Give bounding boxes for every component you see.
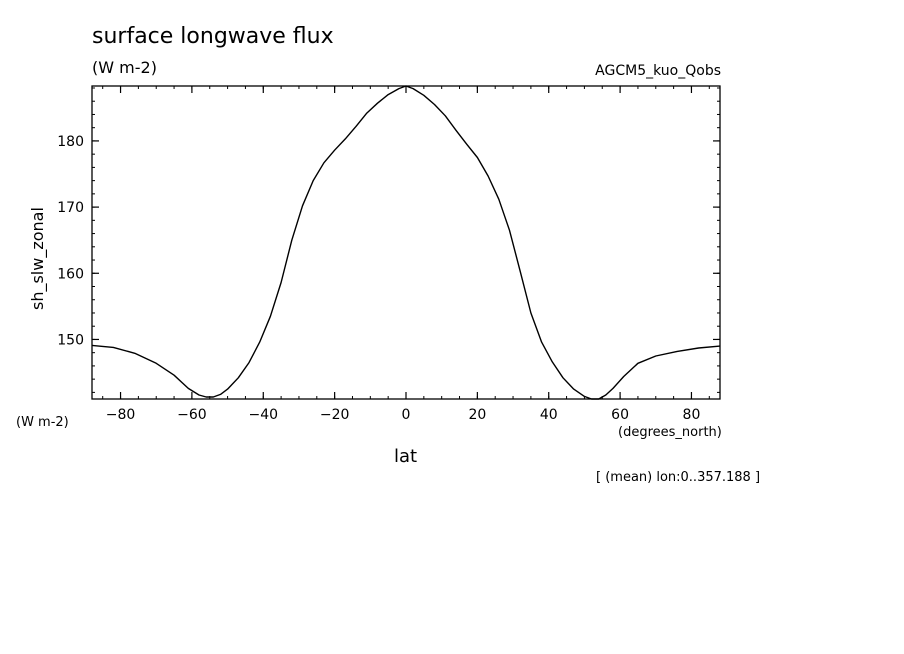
x-tick-label: −40	[248, 407, 278, 423]
y-axis-label: sh_slw_zonal	[28, 207, 47, 310]
x-tick-label: 20	[468, 407, 486, 423]
x-tick-label: −60	[177, 407, 207, 423]
chart-units: (W m-2)	[92, 58, 157, 77]
averaging-note: [ (mean) lon:0..357.188 ]	[596, 470, 761, 485]
x-tick-label: −80	[106, 407, 136, 423]
series-line-1	[91, 85, 721, 400]
x-tick-label: 40	[540, 407, 558, 423]
y-units-label: (W m-2)	[16, 415, 69, 430]
chart-title: surface longwave flux	[92, 24, 334, 49]
x-tick-label: −20	[320, 407, 350, 423]
x-tick-label: 0	[402, 407, 411, 423]
x-units-label: (degrees_north)	[618, 425, 722, 440]
y-tick-label: 160	[57, 266, 84, 282]
y-tick-label: 180	[57, 134, 84, 150]
dataset-label: AGCM5_kuo_Qobs	[595, 63, 721, 79]
y-tick-label: 170	[57, 200, 84, 216]
x-axis-label: lat	[394, 446, 418, 467]
plot-frame	[91, 85, 721, 400]
x-tick-label: 60	[611, 407, 629, 423]
x-tick-label: 80	[683, 407, 701, 423]
y-tick-label: 150	[57, 332, 84, 348]
